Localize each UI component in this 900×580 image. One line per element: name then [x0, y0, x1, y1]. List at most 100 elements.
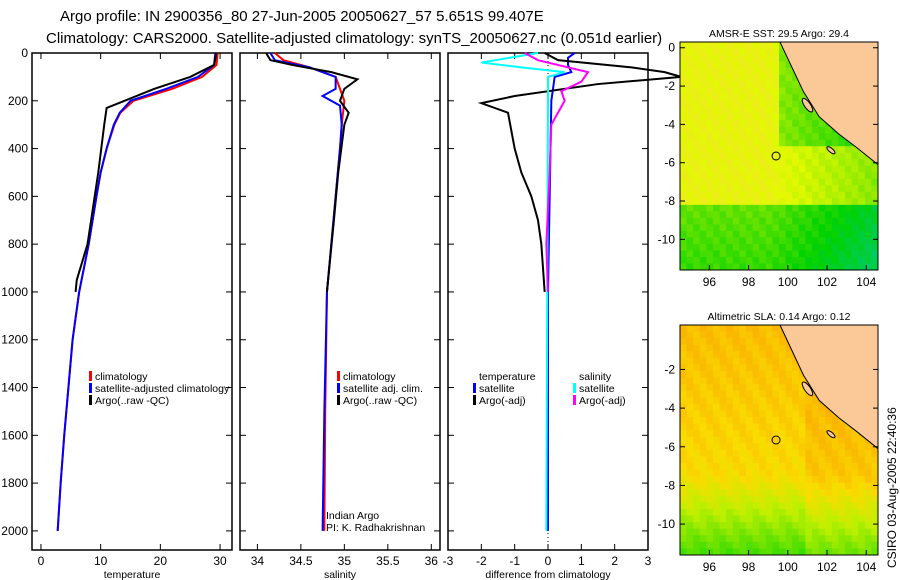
heatmap-cell: [680, 48, 688, 56]
heatmap-cell: [858, 185, 866, 193]
legend-item: Argo(-adj): [479, 395, 526, 407]
heatmap-cell: [818, 211, 826, 219]
heatmap-cell: [752, 509, 760, 517]
heatmap-cell: [818, 482, 826, 490]
heatmap-cell: [798, 120, 806, 128]
heatmap-cell: [772, 436, 780, 444]
heatmap-cell: [746, 541, 754, 549]
heatmap-cell: [871, 541, 879, 549]
heatmap-cell: [818, 417, 826, 425]
heatmap-cell: [812, 541, 820, 549]
heatmap-cell: [818, 443, 826, 451]
heatmap-cell: [759, 515, 767, 523]
heatmap-cell: [779, 68, 787, 76]
heatmap-cell: [732, 237, 740, 245]
heatmap-cell: [752, 211, 760, 219]
heatmap-cell: [726, 152, 734, 160]
heatmap-cell: [765, 371, 773, 379]
legend-item: Argo(..raw -QC): [343, 395, 417, 407]
heatmap-cell: [693, 133, 701, 141]
heatmap-cell: [719, 211, 727, 219]
heatmap-cell: [680, 390, 688, 398]
heatmap-cell: [752, 178, 760, 186]
heatmap-cell: [746, 509, 754, 517]
heatmap-cell: [706, 522, 714, 530]
heatmap-cell: [746, 344, 754, 352]
heatmap-cell: [746, 351, 754, 359]
heatmap-cell: [752, 417, 760, 425]
heatmap-cell: [765, 509, 773, 517]
heatmap-cell: [779, 217, 787, 225]
heatmap-cell: [845, 237, 853, 245]
heatmap-cell: [772, 482, 780, 490]
heatmap-cell: [713, 423, 721, 431]
heatmap-cell: [805, 126, 813, 134]
heatmap-cell: [765, 410, 773, 418]
heatmap-cell: [871, 185, 879, 193]
heatmap-cell: [699, 436, 707, 444]
heatmap-cell: [752, 152, 760, 160]
heatmap-cell: [765, 397, 773, 405]
heatmap-cell: [719, 185, 727, 193]
heatmap-cell: [713, 87, 721, 95]
heatmap-cell: [759, 410, 767, 418]
heatmap-cell: [746, 87, 754, 95]
heatmap-cell: [693, 250, 701, 258]
heatmap-cell: [765, 522, 773, 530]
heatmap-cell: [706, 120, 714, 128]
heatmap-cell: [732, 94, 740, 102]
heatmap-cell: [746, 48, 754, 56]
heatmap-cell: [772, 364, 780, 372]
x-tick-label: 0: [545, 554, 552, 568]
heatmap-cell: [759, 133, 767, 141]
heatmap-cell: [706, 159, 714, 167]
heatmap-cell: [851, 463, 859, 471]
heatmap-cell: [739, 113, 747, 121]
heatmap-cell: [851, 541, 859, 549]
heatmap-cell: [680, 113, 688, 121]
heatmap-cell: [871, 548, 879, 556]
heatmap-cell: [798, 133, 806, 141]
heatmap-cell: [831, 133, 839, 141]
heatmap-cell: [792, 165, 800, 173]
heatmap-cell: [805, 243, 813, 251]
heatmap-cell: [792, 198, 800, 206]
heatmap-cell: [752, 146, 760, 154]
sst-map: AMSR-E SST: 29.5 Argo: 29.496 98 100 102 104…: [658, 28, 879, 289]
heatmap-cell: [739, 430, 747, 438]
heatmap-cell: [864, 548, 872, 556]
heatmap-cell: [732, 489, 740, 497]
heatmap-cell: [713, 178, 721, 186]
heatmap-cell: [765, 172, 773, 180]
heatmap-cell: [726, 495, 734, 503]
heatmap-cell: [686, 476, 694, 484]
heatmap-cell: [693, 107, 701, 115]
heatmap-cell: [752, 230, 760, 238]
heatmap-cell: [851, 263, 859, 271]
heatmap-cell: [739, 509, 747, 517]
heatmap-cell: [812, 256, 820, 264]
heatmap-cell: [765, 243, 773, 251]
heatmap-cell: [798, 423, 806, 431]
heatmap-cell: [752, 256, 760, 264]
heatmap-cell: [812, 165, 820, 173]
heatmap-cell: [732, 211, 740, 219]
heatmap-cell: [779, 48, 787, 56]
heatmap-cell: [798, 397, 806, 405]
heatmap-cell: [792, 237, 800, 245]
heatmap-cell: [818, 528, 826, 536]
heatmap-cell: [851, 509, 859, 517]
heatmap-cell: [785, 397, 793, 405]
heatmap-cell: [798, 528, 806, 536]
heatmap-cell: [759, 81, 767, 89]
heatmap-cell: [759, 74, 767, 82]
heatmap-cell: [838, 250, 846, 258]
heatmap-cell: [759, 482, 767, 490]
heatmap-cell: [851, 495, 859, 503]
heatmap-cell: [765, 403, 773, 411]
x-tick-label: 2: [611, 554, 618, 568]
heatmap-cell: [785, 463, 793, 471]
heatmap-cell: [818, 159, 826, 167]
heatmap-cell: [693, 152, 701, 160]
heatmap-cell: [732, 423, 740, 431]
